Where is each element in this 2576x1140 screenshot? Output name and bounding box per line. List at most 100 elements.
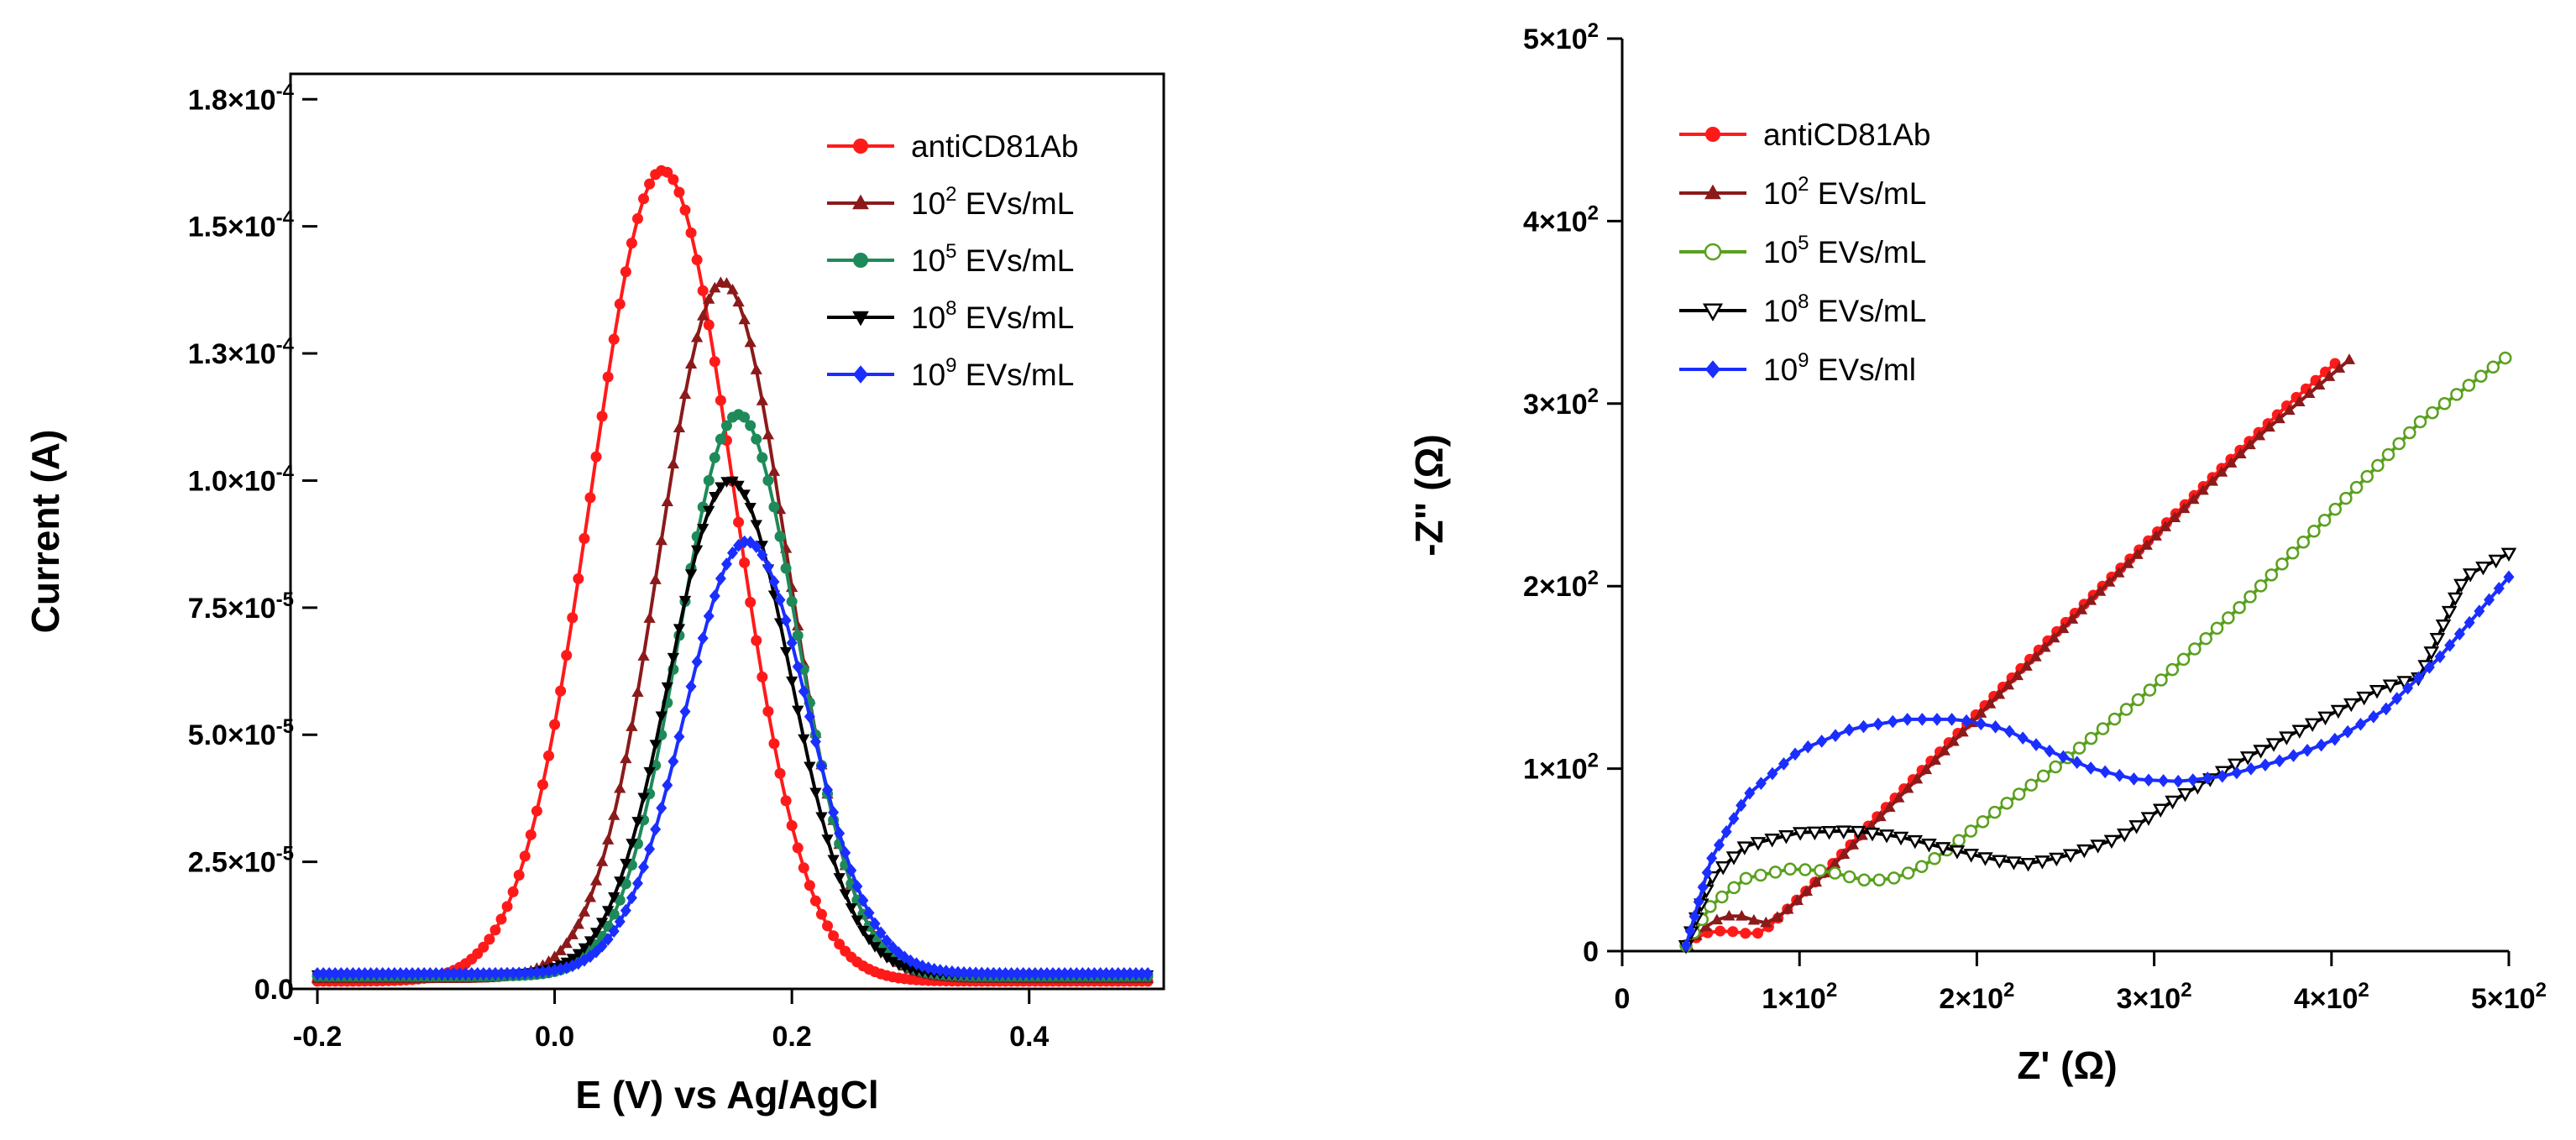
dpv-point-anticd81ab [567, 612, 579, 624]
eis-point-10e8-evs-ml [1792, 827, 1809, 841]
dpv-point-10e9-evs-ml [1053, 967, 1065, 981]
eis-point-anticd81ab [1727, 926, 1739, 938]
eis-point-10e2-evs-ml [1800, 885, 1813, 897]
dpv-point-10e9-evs-ml [1065, 967, 1076, 981]
eis-point-10e5-evs-ml [2084, 731, 2098, 745]
eis-point-10e9-evs-ml [2484, 593, 2495, 607]
eis-point-10e8-evs-ml [2103, 834, 2120, 850]
eis-x-tick-label: 3×102 [2117, 979, 2192, 1015]
dpv-point-10e9-evs-ml [1035, 967, 1047, 981]
dpv-legend-item-10e9-evs-ml: 109 EVs/mL [827, 354, 1074, 392]
dpv-point-10e9-evs-ml [952, 965, 964, 980]
dpv-point-anticd81ab [745, 596, 757, 608]
eis-point-10e9-evs-ml [2354, 717, 2366, 731]
eis-point-10e9-evs-ml [1689, 909, 1700, 923]
eis-point-10e8-evs-ml [2475, 561, 2491, 576]
dpv-point-10e5-evs-ml [715, 433, 726, 445]
dpv-point-10e9-evs-ml [395, 967, 406, 981]
dpv-point-10e8-evs-ml [881, 953, 893, 964]
eis-point-10e9-evs-ml [2380, 702, 2392, 716]
dpv-point-10e9-evs-ml [685, 679, 697, 693]
dpv-point-10e5-evs-ml [792, 630, 804, 641]
eis-point-10e5-evs-ml [2339, 491, 2353, 505]
dpv-legend-label: antiCD81Ab [911, 129, 1079, 164]
eis-series-10e9-evs-ml [1680, 570, 2515, 953]
eis-point-10e9-evs-ml [1946, 713, 1958, 726]
eis-point-10e5-evs-ml [2210, 621, 2224, 635]
eis-point-10e2-evs-ml [2225, 457, 2238, 468]
dpv-plot-frame [289, 72, 1165, 991]
dpv-point-10e8-evs-ml [578, 943, 591, 954]
eis-point-10e5-evs-ml [2188, 642, 2202, 656]
dpv-y-tick-label: 1.0×10-4 [188, 461, 295, 497]
dpv-point-10e9-evs-ml [739, 535, 751, 549]
dpv-point-10e9-evs-ml [377, 967, 389, 981]
eis-point-10e5-evs-ml [1842, 870, 1856, 884]
dpv-point-10e9-evs-ml [353, 967, 364, 981]
eis-point-10e8-evs-ml [2488, 554, 2505, 569]
dpv-point-anticd81ab [501, 901, 513, 913]
dpv-legend-marker [853, 253, 868, 268]
dpv-point-anticd81ab [804, 880, 815, 892]
dpv-point-anticd81ab [691, 254, 703, 266]
eis-y-tick-label: 3×102 [1523, 384, 1599, 421]
dpv-point-10e8-evs-ml [827, 855, 840, 866]
eis-point-10e5-evs-ml [1798, 863, 1812, 876]
eis-point-10e8-evs-ml [1893, 831, 1909, 846]
eis-point-10e8-evs-ml [1750, 837, 1767, 851]
eis-point-10e2-evs-ml [1992, 688, 2006, 699]
eis-point-10e2-evs-ml [2263, 421, 2275, 432]
dpv-point-10e8-evs-ml [874, 948, 887, 960]
dpv-point-10e5-evs-ml [739, 411, 751, 423]
eis-y-tick-label: 1×102 [1523, 750, 1599, 786]
eis-x-tick-label: 1×102 [1762, 979, 1837, 1015]
dpv-point-10e2-evs-ml [762, 428, 775, 440]
eis-point-10e2-evs-ml [1837, 848, 1851, 859]
dpv-point-10e9-evs-ml [792, 660, 804, 673]
dpv-point-anticd81ab [685, 227, 697, 238]
dpv-legend-item-10e2-evs-ml: 102 EVs/mL [827, 183, 1074, 221]
dpv-point-10e9-evs-ml [1142, 967, 1154, 981]
dpv-point-anticd81ab [507, 886, 519, 897]
eis-point-10e9-evs-ml [1916, 713, 1928, 726]
eis-point-10e2-evs-ml [2131, 548, 2144, 559]
eis-point-10e8-evs-ml [1807, 826, 1823, 841]
eis-point-10e9-evs-ml [2003, 724, 2015, 739]
dpv-point-10e9-evs-ml [401, 967, 412, 981]
dpv-point-10e8-evs-ml [655, 711, 668, 723]
eis-point-10e9-evs-ml [2128, 772, 2139, 786]
dpv-legend-marker [852, 194, 869, 210]
eis-point-10e2-evs-ml [1699, 920, 1712, 932]
eis-chart: 0 1×102 2×102 3×102 4×102 5×102 0 1×102 2×102 3×… [1407, 19, 2547, 1087]
eis-point-10e5-evs-ml [2176, 652, 2191, 667]
eis-point-10e8-evs-ml [2343, 698, 2359, 713]
dpv-point-10e9-evs-ml [329, 967, 341, 981]
eis-point-10e8-evs-ml [2356, 691, 2372, 706]
eis-point-10e2-evs-ml [1929, 754, 1941, 765]
eis-point-anticd81ab [1752, 928, 1764, 939]
dpv-point-10e9-evs-ml [673, 729, 685, 744]
dpv-point-10e9-evs-ml [999, 966, 1011, 981]
eis-point-10e2-evs-ml [2322, 370, 2336, 381]
dpv-point-anticd81ab [543, 750, 555, 761]
dpv-point-anticd81ab [715, 395, 726, 406]
eis-point-10e9-evs-ml [2503, 570, 2515, 584]
dpv-point-10e9-evs-ml [834, 826, 846, 840]
dpv-point-anticd81ab [768, 738, 780, 750]
dpv-point-10e2-evs-ml [620, 752, 632, 764]
eis-point-10e8-evs-ml [1821, 826, 1837, 840]
dpv-point-anticd81ab [703, 319, 715, 331]
eis-point-10e5-evs-ml [2275, 557, 2289, 571]
dpv-point-10e9-evs-ml [442, 967, 453, 981]
eis-legend-item-anticd81ab: antiCD81Ab [1679, 118, 1931, 152]
eis-point-10e5-evs-ml [1987, 805, 2002, 819]
dpv-point-10e9-evs-ml [608, 924, 620, 939]
dpv-point-10e8-evs-ml [839, 889, 851, 901]
dpv-point-10e9-evs-ml [804, 709, 815, 724]
eis-point-10e9-evs-ml [2085, 761, 2097, 775]
dpv-point-10e9-evs-ml [798, 684, 809, 698]
dpv-point-10e8-evs-ml [602, 906, 615, 917]
dpv-legend-item-10e5-evs-ml: 105 EVs/mL [827, 240, 1074, 278]
dpv-point-10e9-evs-ml [359, 967, 371, 981]
